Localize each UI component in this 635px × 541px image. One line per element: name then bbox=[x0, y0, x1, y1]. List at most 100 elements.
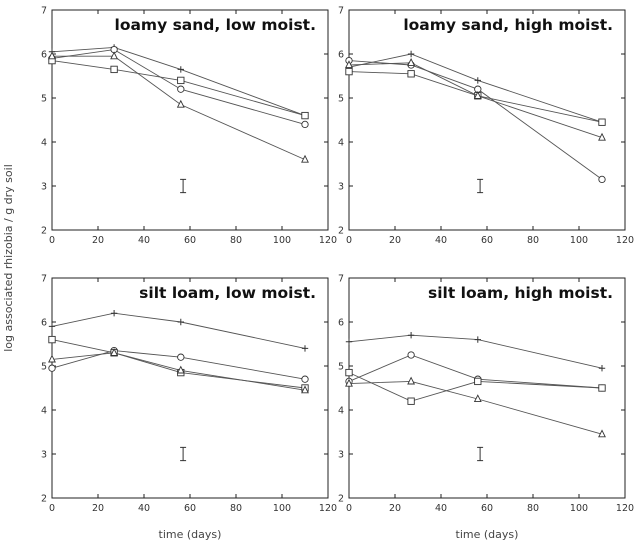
y-tick-label: 7 bbox=[41, 274, 47, 285]
data-point-triangle bbox=[473, 394, 482, 403]
data-point-square bbox=[598, 118, 606, 126]
data-point-triangle bbox=[110, 51, 119, 60]
data-point-plus bbox=[598, 365, 606, 372]
data-point-circle bbox=[598, 175, 606, 184]
data-point-plus bbox=[177, 66, 184, 73]
data-point-triangle bbox=[176, 365, 185, 374]
data-point-plus bbox=[110, 310, 118, 317]
x-tick-label: 40 bbox=[435, 235, 447, 246]
x-tick-label: 40 bbox=[138, 235, 150, 246]
x-tick-label: 40 bbox=[138, 503, 150, 514]
data-point-circle bbox=[407, 351, 415, 359]
series-line-circle bbox=[51, 350, 306, 380]
series-line-square bbox=[348, 71, 603, 123]
data-point-triangle bbox=[473, 90, 482, 99]
series-line-triangle bbox=[51, 352, 306, 391]
x-tick-label: 0 bbox=[346, 235, 352, 246]
series-line-circle bbox=[348, 354, 603, 389]
plot-frame bbox=[51, 277, 329, 499]
series-line-plus bbox=[51, 46, 306, 117]
x-tick-label: 0 bbox=[346, 503, 352, 514]
data-point-square bbox=[407, 397, 415, 405]
data-point-triangle bbox=[110, 347, 119, 356]
x-tick-label: 60 bbox=[184, 503, 196, 514]
series-line-plus bbox=[348, 334, 603, 369]
y-tick-label: 3 bbox=[338, 182, 344, 193]
x-tick-label: 80 bbox=[230, 503, 242, 514]
error-bar bbox=[180, 446, 187, 462]
data-point-triangle bbox=[407, 376, 416, 385]
x-tick-label: 120 bbox=[319, 503, 337, 514]
data-point-plus bbox=[345, 338, 353, 345]
x-tick-label: 0 bbox=[49, 235, 55, 246]
data-point-square bbox=[48, 335, 56, 344]
data-point-square bbox=[345, 368, 353, 377]
data-point-plus bbox=[474, 77, 481, 84]
data-point-plus bbox=[474, 336, 481, 343]
series-line-square bbox=[51, 60, 306, 117]
x-tick-label: 20 bbox=[389, 235, 401, 246]
y-tick-label: 5 bbox=[41, 362, 47, 373]
data-point-triangle bbox=[407, 57, 416, 66]
x-tick-label: 20 bbox=[389, 503, 401, 514]
x-tick-label: 40 bbox=[435, 503, 447, 514]
data-point-triangle bbox=[48, 51, 56, 60]
data-point-square bbox=[345, 67, 353, 76]
data-point-circle bbox=[177, 85, 185, 93]
chart-panel-4: 0 20 40 60 80 100 120 2 3 4 5 6 7 silt loam, high moi… bbox=[338, 274, 634, 541]
y-axis-title: log associated rhizobia / g dry soil bbox=[2, 164, 15, 352]
series-line-circle bbox=[51, 49, 306, 125]
y-tick-label: 4 bbox=[41, 406, 47, 417]
data-point-triangle bbox=[598, 429, 606, 438]
y-tick-label: 4 bbox=[338, 406, 344, 417]
data-point-triangle bbox=[48, 354, 56, 363]
x-tick-label: 120 bbox=[319, 235, 337, 246]
data-point-plus bbox=[177, 318, 184, 326]
x-tick-label: 80 bbox=[230, 235, 242, 246]
data-point-plus bbox=[301, 345, 309, 352]
data-point-circle bbox=[177, 353, 185, 361]
y-tick-label: 6 bbox=[338, 50, 344, 61]
y-tick-label: 3 bbox=[41, 182, 47, 193]
data-point-circle bbox=[48, 364, 56, 372]
y-tick-label: 6 bbox=[41, 318, 47, 329]
data-point-plus bbox=[48, 323, 56, 330]
series-line-triangle bbox=[348, 62, 603, 139]
y-tick-label: 2 bbox=[338, 226, 344, 237]
plot-frame bbox=[348, 9, 626, 231]
panel-title: silt loam, high moist. bbox=[428, 284, 613, 302]
y-tick-label: 3 bbox=[338, 450, 344, 461]
data-point-triangle bbox=[176, 99, 185, 108]
y-tick-label: 7 bbox=[41, 6, 47, 17]
data-point-circle bbox=[301, 375, 309, 383]
x-tick-label: 0 bbox=[49, 503, 55, 514]
x-tick-label: 120 bbox=[616, 503, 634, 514]
y-tick-label: 4 bbox=[41, 138, 47, 149]
plot-frame bbox=[51, 9, 329, 231]
x-tick-label: 100 bbox=[273, 503, 291, 514]
data-point-triangle bbox=[301, 154, 309, 163]
y-tick-label: 7 bbox=[338, 6, 344, 17]
data-point-square bbox=[301, 111, 309, 120]
error-bar bbox=[477, 446, 484, 462]
x-tick-label: 80 bbox=[527, 235, 539, 246]
data-point-triangle bbox=[345, 378, 353, 387]
plot-frame bbox=[348, 277, 626, 499]
panel-title: loamy sand, high moist. bbox=[403, 16, 613, 34]
chart-panel-2: 0 20 40 60 80 100 120 2 3 4 5 6 7 loamy sand, high mo… bbox=[338, 6, 634, 247]
data-point-plus bbox=[407, 332, 415, 339]
x-tick-label: 20 bbox=[92, 503, 104, 514]
data-point-triangle bbox=[598, 132, 606, 141]
y-tick-label: 3 bbox=[41, 450, 47, 461]
x-tick-label: 60 bbox=[184, 235, 196, 246]
data-point-circle bbox=[301, 120, 309, 129]
x-tick-label: 60 bbox=[481, 235, 493, 246]
x-axis-title: time (days) bbox=[456, 528, 519, 541]
y-tick-label: 4 bbox=[338, 138, 344, 149]
x-axis-title: time (days) bbox=[159, 528, 222, 541]
y-tick-label: 2 bbox=[41, 494, 47, 505]
y-tick-label: 6 bbox=[41, 50, 47, 61]
series-line-square bbox=[51, 339, 306, 389]
